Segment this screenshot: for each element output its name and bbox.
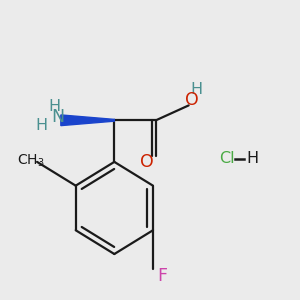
Text: F: F xyxy=(157,267,167,285)
Text: H: H xyxy=(247,152,259,166)
Text: O: O xyxy=(140,153,154,171)
Text: Cl: Cl xyxy=(220,152,235,166)
Text: H: H xyxy=(190,82,202,97)
Text: H: H xyxy=(35,118,48,133)
Text: H: H xyxy=(49,99,61,114)
Text: N: N xyxy=(51,108,64,126)
Text: CH$_3$: CH$_3$ xyxy=(17,152,45,169)
Polygon shape xyxy=(61,115,114,126)
Text: O: O xyxy=(185,91,199,109)
